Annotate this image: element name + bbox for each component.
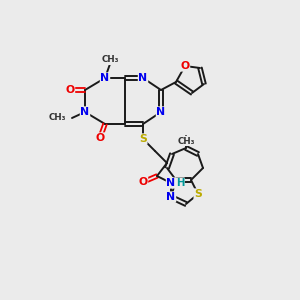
Text: CH₃: CH₃ bbox=[49, 113, 66, 122]
Text: O: O bbox=[95, 133, 105, 143]
Text: O: O bbox=[65, 85, 75, 95]
Text: CH₃: CH₃ bbox=[101, 56, 119, 64]
Text: O: O bbox=[180, 61, 190, 71]
Text: N: N bbox=[167, 178, 176, 188]
Text: N: N bbox=[100, 73, 109, 83]
Text: N: N bbox=[80, 107, 90, 117]
Text: N: N bbox=[138, 73, 148, 83]
Text: O: O bbox=[138, 177, 148, 187]
Text: N: N bbox=[167, 192, 176, 202]
Text: CH₃: CH₃ bbox=[177, 136, 195, 146]
Text: S: S bbox=[194, 189, 202, 199]
Text: H: H bbox=[176, 178, 184, 188]
Text: N: N bbox=[156, 107, 166, 117]
Text: S: S bbox=[139, 134, 147, 144]
